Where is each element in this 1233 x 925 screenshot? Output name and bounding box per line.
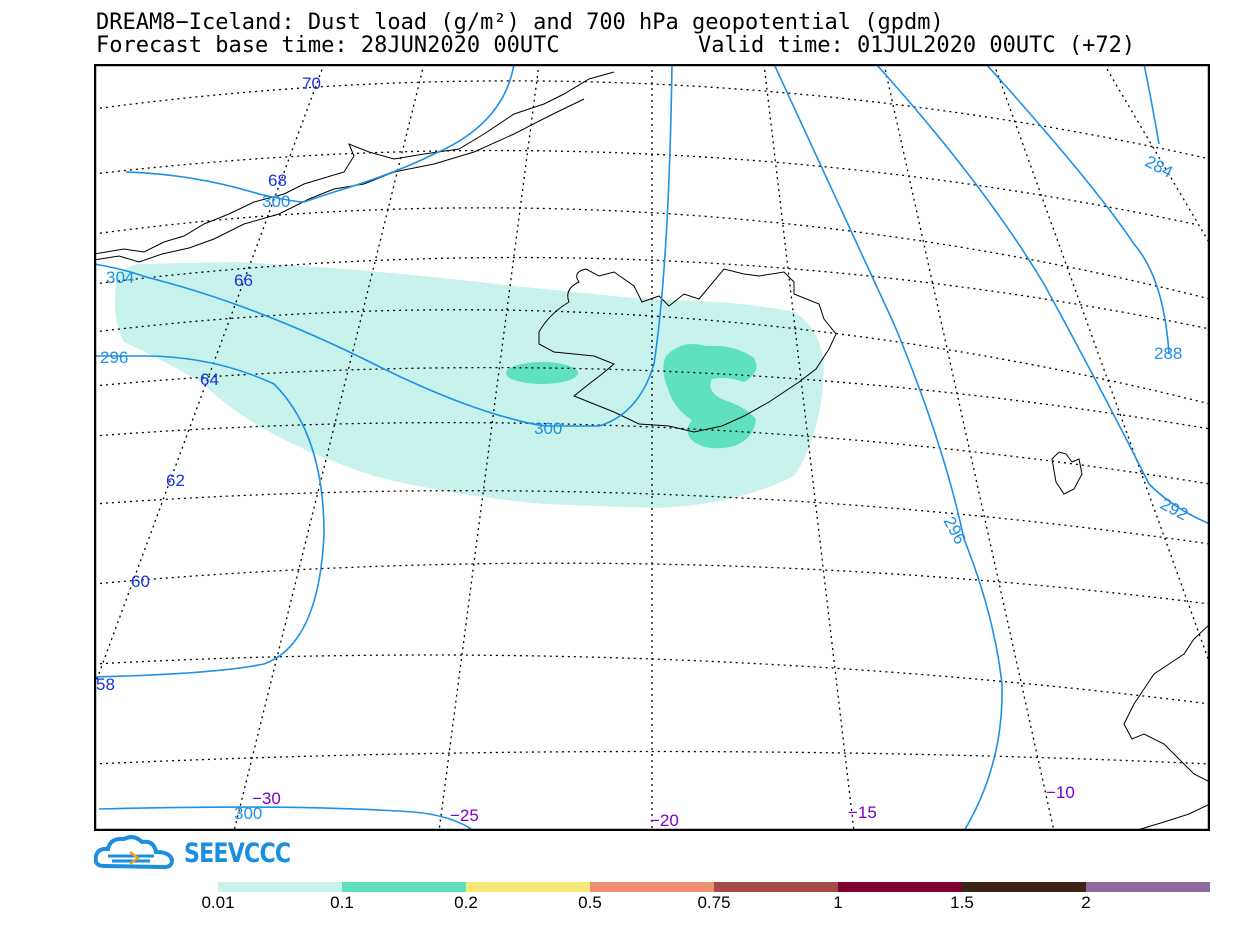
legend-swatch	[342, 882, 466, 892]
legend-tick: 0.5	[578, 893, 602, 912]
legend-swatch	[1086, 882, 1210, 892]
contour-label: 304	[106, 268, 134, 287]
legend-swatch	[218, 882, 342, 892]
color-legend	[218, 882, 1210, 892]
lon-labels: −30 −25 −20 −15 −10	[252, 783, 1075, 830]
lon-label: −25	[450, 806, 479, 825]
legend-swatch	[466, 882, 590, 892]
legend-tick: 0.75	[697, 893, 731, 912]
contour-label: 284	[1142, 152, 1176, 182]
lon-label: −10	[1046, 783, 1075, 802]
contour-label: 292	[1157, 494, 1191, 524]
coastlines	[94, 71, 1210, 831]
contour-label: 296	[100, 348, 128, 367]
dust-area-mid-west	[506, 362, 578, 384]
lat-label: 68	[268, 171, 287, 190]
legend-tick: 1	[833, 893, 843, 912]
valid-time: Valid time: 01JUL2020 00UTC (+72)	[698, 33, 1136, 58]
base-time: Forecast base time: 28JUN2020 00UTC	[96, 33, 560, 58]
lat-label: 58	[96, 675, 115, 694]
legend-swatch	[838, 882, 962, 892]
lat-label: 60	[131, 572, 150, 591]
legend-swatch	[962, 882, 1086, 892]
legend-swatch	[590, 882, 714, 892]
lon-label: −15	[848, 803, 877, 822]
contour-label: 300	[234, 804, 262, 823]
lat-label: 66	[234, 271, 253, 290]
contour-label: 300	[262, 192, 290, 211]
lat-label: 70	[302, 74, 321, 93]
dust-map: 300 304 300 296 300 296 288 284 292 70 6…	[94, 64, 1210, 831]
legend-tick: 1.5	[950, 893, 974, 912]
map-frame	[94, 64, 1210, 831]
lat-labels: 70 68 66 64 62 60 58	[96, 74, 321, 694]
dust-area-light	[115, 262, 824, 508]
legend-tick: 0.1	[330, 893, 354, 912]
legend-swatch	[714, 882, 838, 892]
contour-label: 288	[1154, 344, 1182, 363]
lon-label: −30	[252, 789, 281, 808]
dust-area-mid-east	[663, 343, 757, 449]
contour-label: 300	[534, 419, 562, 438]
cloud-icon	[94, 835, 175, 870]
map-title: DREAM8−Iceland: Dust load (g/m²) and 700…	[96, 10, 944, 35]
geopotential-contours	[94, 64, 1210, 831]
lat-label: 64	[200, 370, 219, 389]
lon-label: −20	[650, 811, 679, 830]
logo-text: SEEVCCC	[184, 838, 291, 869]
legend-tick: 0.01	[201, 893, 235, 912]
legend-tick: 2	[1081, 893, 1091, 912]
legend-tick: 0.2	[454, 893, 478, 912]
lat-label: 62	[166, 471, 185, 490]
